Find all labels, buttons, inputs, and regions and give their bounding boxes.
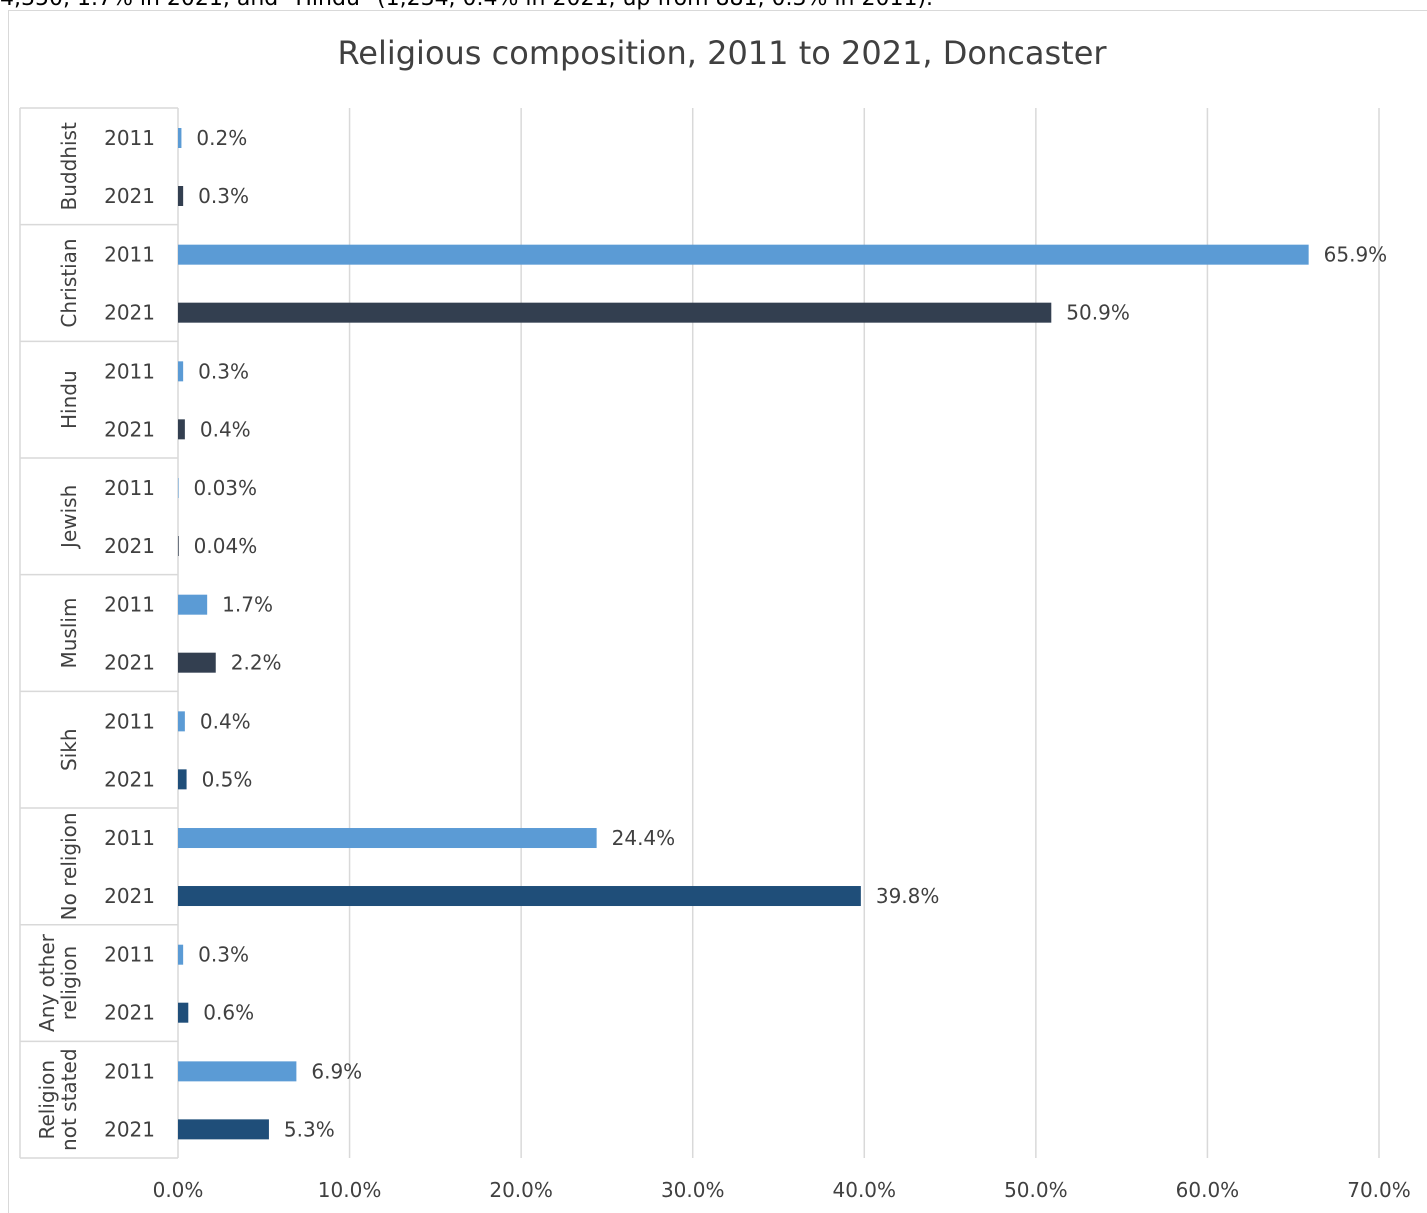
- data-label: 0.04%: [194, 534, 258, 558]
- bar-any-other-religion-2021: [178, 1002, 189, 1023]
- data-label: 0.3%: [198, 184, 249, 208]
- x-tick-label: 0.0%: [153, 1178, 204, 1202]
- data-label: 0.4%: [200, 709, 251, 733]
- data-label: 1.7%: [222, 593, 273, 617]
- year-label: 2021: [104, 184, 155, 208]
- category-label: Religion: [35, 1060, 59, 1140]
- year-label: 2011: [104, 126, 155, 150]
- year-label: 2021: [104, 301, 155, 325]
- bar-buddhist-2021: [178, 186, 184, 206]
- data-label: 0.4%: [200, 417, 251, 441]
- x-axis-ticks: 0.0% 10.0% 20.0% 30.0% 40.0% 50.0% 60.0% 70.0%: [153, 1178, 1411, 1202]
- category-label: Hindu: [57, 370, 81, 429]
- data-label: 24.4%: [612, 826, 676, 850]
- bar-hindu-2021: [178, 419, 185, 440]
- bar-any-other-religion-2011: [178, 944, 184, 965]
- year-label: 2011: [104, 1059, 155, 1083]
- data-label: 65.9%: [1324, 243, 1388, 267]
- year-label: 2011: [104, 593, 155, 617]
- category-axis: Buddhist 2011 2021 Christian 2011 2021 Hindu 20…: [19, 107, 179, 1159]
- data-label: 2.2%: [231, 651, 282, 675]
- data-label: 0.6%: [203, 1001, 254, 1025]
- category-label: Sikh: [57, 728, 81, 771]
- intro-text: 4,350, 1.7% in 2021, and "Hindu" (1,234,…: [0, 0, 1427, 11]
- year-label: 2021: [104, 534, 155, 558]
- data-label: 0.3%: [198, 943, 249, 967]
- x-tick-label: 40.0%: [833, 1178, 897, 1202]
- bar-hindu-2011: [178, 361, 184, 382]
- year-label: 2021: [104, 1001, 155, 1025]
- year-label: 2021: [104, 884, 155, 908]
- x-tick-label: 10.0%: [318, 1178, 382, 1202]
- year-label: 2021: [104, 417, 155, 441]
- x-tick-label: 50.0%: [1004, 1178, 1068, 1202]
- data-label: 0.03%: [194, 476, 258, 500]
- year-label: 2011: [104, 476, 155, 500]
- category-label: Christian: [57, 238, 81, 327]
- data-label: 6.9%: [311, 1059, 362, 1083]
- category-label: Buddhist: [57, 122, 81, 210]
- bar-religion-not-stated-2021: [178, 1119, 269, 1140]
- year-label: 2011: [104, 826, 155, 850]
- year-label: 2011: [104, 943, 155, 967]
- year-label: 2021: [104, 1117, 155, 1141]
- data-label: 0.3%: [198, 359, 249, 383]
- x-tick-label: 60.0%: [1176, 1178, 1240, 1202]
- year-label: 2011: [104, 243, 155, 267]
- bar-no-religion-2011: [178, 828, 597, 849]
- bar-religion-not-stated-2011: [178, 1061, 297, 1082]
- bars: 0.2% 0.3% 65.9% 50.9% 0.3% 0.4% 0.03% 0.04% 1.7%…: [178, 126, 1387, 1141]
- bar-muslim-2021: [178, 652, 216, 673]
- data-label: 39.8%: [876, 884, 940, 908]
- chart-title: Religious composition, 2011 to 2021, Don…: [337, 34, 1107, 72]
- category-label: religion: [57, 946, 81, 1020]
- bar-jewish-2021: [178, 536, 179, 557]
- bar-buddhist-2011: [178, 128, 182, 148]
- year-label: 2011: [104, 359, 155, 383]
- data-label: 5.3%: [284, 1117, 335, 1141]
- year-label: 2021: [104, 767, 155, 791]
- bar-jewish-2011: [178, 478, 179, 499]
- category-label: Jewish: [57, 485, 81, 550]
- bar-christian-2021: [178, 302, 1052, 323]
- year-label: 2021: [104, 651, 155, 675]
- year-label: 2011: [104, 709, 155, 733]
- data-label: 0.5%: [202, 767, 253, 791]
- category-label: No religion: [57, 812, 81, 920]
- x-tick-label: 20.0%: [489, 1178, 553, 1202]
- category-label: Muslim: [57, 598, 81, 669]
- bar-christian-2011: [178, 244, 1309, 265]
- category-label: not stated: [57, 1048, 81, 1150]
- bar-sikh-2021: [178, 769, 187, 790]
- bar-sikh-2011: [178, 711, 185, 732]
- data-label: 0.2%: [196, 126, 247, 150]
- gridlines: [348, 108, 1380, 1158]
- x-tick-label: 70.0%: [1347, 1178, 1411, 1202]
- data-label: 50.9%: [1066, 301, 1130, 325]
- bar-no-religion-2021: [178, 886, 861, 907]
- x-tick-label: 30.0%: [661, 1178, 725, 1202]
- chart-frame: [8, 10, 1427, 1213]
- bar-muslim-2011: [178, 594, 208, 615]
- category-label: Any other: [35, 933, 59, 1032]
